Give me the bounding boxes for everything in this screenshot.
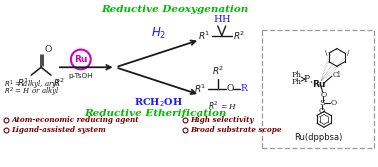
Text: H: H — [222, 15, 230, 24]
Text: O: O — [331, 99, 337, 107]
Text: p-TsOH: p-TsOH — [68, 73, 93, 79]
Text: $R^2$: $R^2$ — [53, 76, 65, 89]
Text: Atom-economic reducing agent: Atom-economic reducing agent — [11, 116, 139, 124]
Text: Ru(dppbsa): Ru(dppbsa) — [294, 133, 342, 142]
Text: O: O — [44, 45, 51, 54]
Text: Ru: Ru — [312, 80, 326, 90]
Text: $H_2$: $H_2$ — [150, 26, 166, 41]
Text: Ph: Ph — [291, 71, 301, 79]
Text: O: O — [319, 107, 325, 115]
Text: Broad substrate scope: Broad substrate scope — [190, 126, 282, 134]
Text: Reductive Deoxygenation: Reductive Deoxygenation — [101, 5, 249, 14]
Text: H: H — [214, 15, 222, 24]
Text: Ligand-assisted system: Ligand-assisted system — [11, 126, 106, 134]
Text: $R^1$: $R^1$ — [194, 83, 207, 95]
Text: Ru: Ru — [74, 55, 87, 64]
Text: O: O — [227, 84, 234, 93]
Text: /: / — [347, 50, 349, 55]
Text: $R^1$: $R^1$ — [17, 76, 29, 89]
Text: R: R — [241, 84, 247, 93]
Text: $R^1$: $R^1$ — [198, 30, 211, 42]
Text: $R^2$ = H or alkyl: $R^2$ = H or alkyl — [5, 86, 60, 100]
Text: Ph: Ph — [291, 78, 301, 86]
Text: O: O — [321, 91, 327, 99]
Text: High selectivity: High selectivity — [190, 116, 254, 124]
Text: Cl: Cl — [333, 71, 341, 79]
Text: Reductive Etherification: Reductive Etherification — [84, 109, 226, 118]
Text: $R^2$: $R^2$ — [212, 65, 224, 77]
Text: P: P — [303, 75, 309, 84]
Text: RCH$_2$OH: RCH$_2$OH — [134, 96, 183, 109]
Text: $R^2$ = H: $R^2$ = H — [208, 100, 237, 112]
Text: S: S — [319, 99, 325, 107]
Text: $R^2$: $R^2$ — [233, 30, 245, 42]
Text: \: \ — [325, 50, 327, 55]
Text: $R^1$ = alkyl, aryl: $R^1$ = alkyl, aryl — [5, 78, 60, 92]
